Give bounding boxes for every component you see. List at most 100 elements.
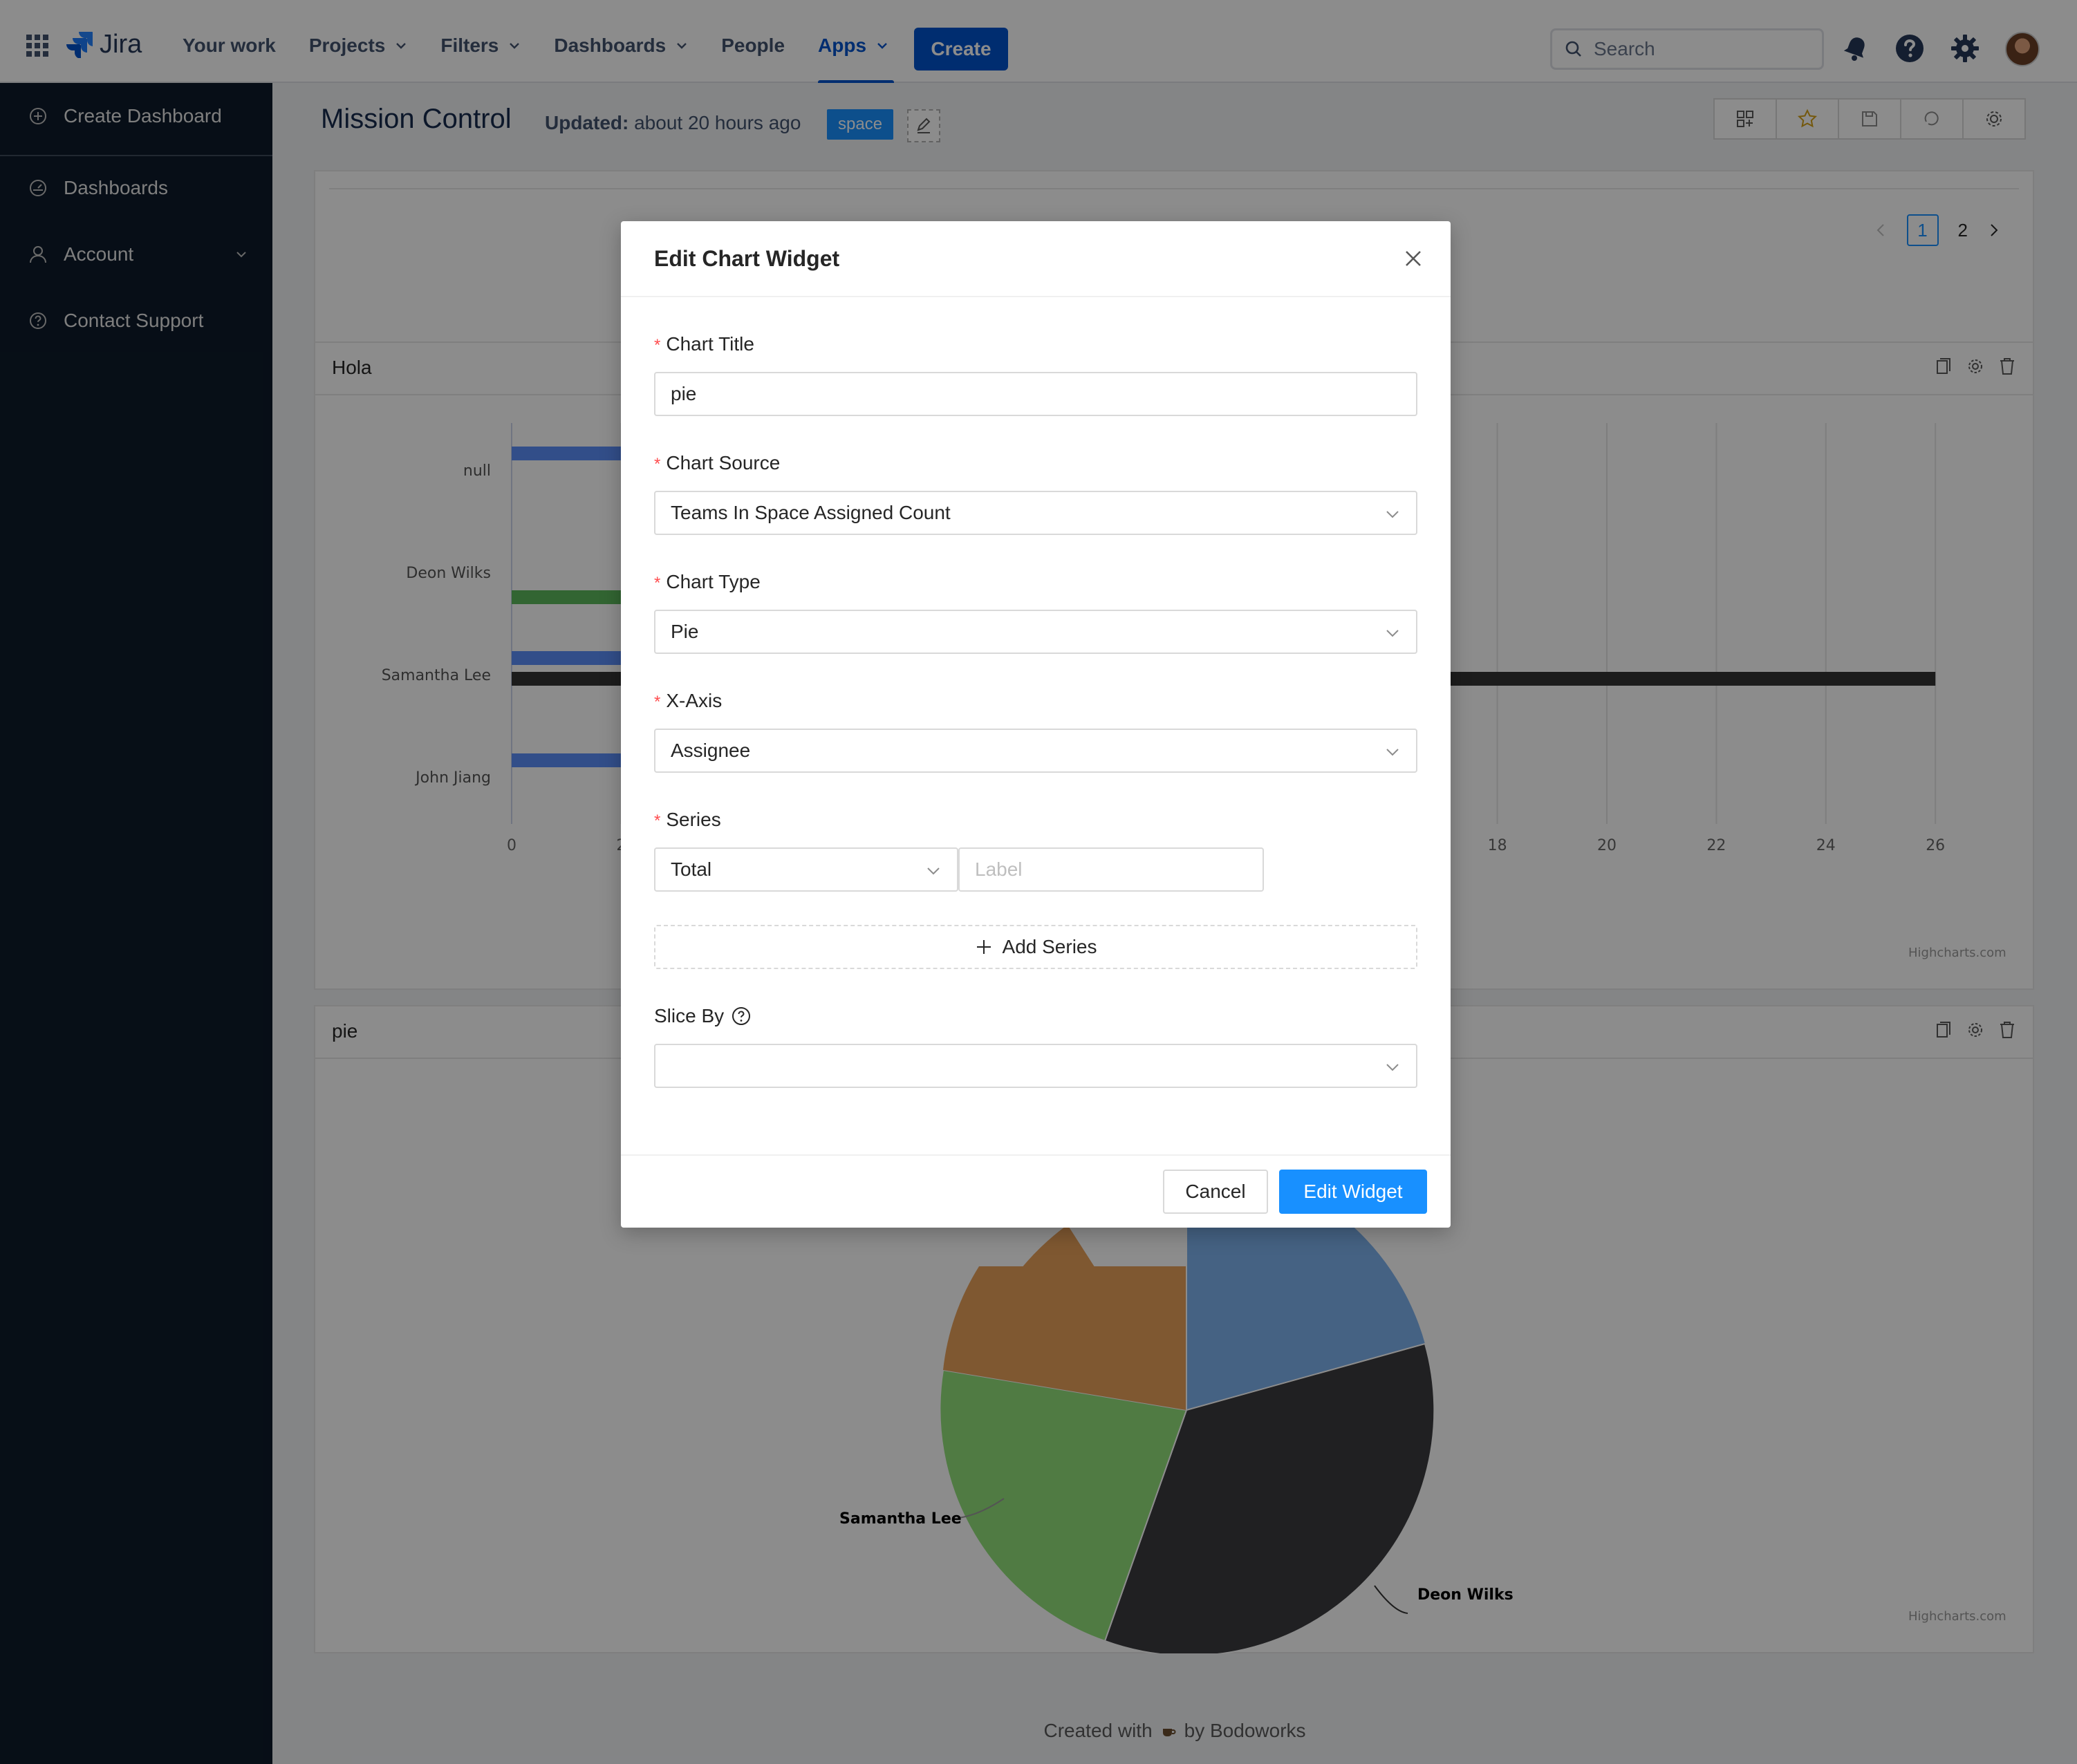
star-icon (1797, 109, 1818, 128)
question-circle-icon[interactable] (731, 1006, 752, 1026)
chart-source-label: * Chart Source (654, 452, 781, 473)
close-icon[interactable] (1401, 246, 1426, 271)
gear-icon[interactable] (1966, 1020, 1984, 1040)
sidebar-item-account[interactable]: Account (28, 243, 249, 265)
series-select[interactable]: Total (654, 847, 958, 892)
y-category-label: Deon Wilks (406, 565, 491, 582)
top-navigation: Jira Your work Projects Filters Dashboar… (0, 6, 2077, 84)
bar[interactable] (512, 651, 622, 665)
add-widget-button[interactable] (1713, 98, 1777, 140)
chart-type-label: * Chart Type (654, 571, 761, 592)
x-axis-label: * X-Axis (654, 690, 723, 711)
bar[interactable] (512, 447, 622, 460)
search-icon (1565, 41, 1581, 57)
series-label-input[interactable]: Label (958, 847, 1264, 892)
trash-icon[interactable] (1998, 1020, 2016, 1040)
x-tick-label: 20 (1597, 837, 1617, 854)
page-title: Mission Control (321, 104, 512, 134)
slice-by-label: Slice By (654, 1005, 752, 1027)
y-category-label: Samantha Lee (382, 667, 491, 684)
chevron-right-icon[interactable] (1987, 223, 2001, 238)
user-icon (30, 246, 46, 263)
chart-title-label: * Chart Title (654, 333, 754, 355)
x-axis-select[interactable]: Assignee (654, 729, 1417, 773)
nav-filters[interactable]: Filters (440, 25, 521, 66)
chevron-down-icon (1386, 511, 1399, 518)
sidebar-item-create-dashboard[interactable]: Create Dashboard (28, 105, 222, 127)
edit-tag-button[interactable] (907, 109, 940, 142)
chevron-down-icon (1386, 1064, 1399, 1071)
x-tick-label: 18 (1488, 837, 1507, 854)
edit-icon (917, 118, 931, 133)
slice-by-select[interactable] (654, 1044, 1417, 1088)
page-2-button[interactable]: 2 (1957, 219, 1968, 241)
refresh-button[interactable] (1900, 98, 1964, 140)
page-1-button[interactable]: 1 (1906, 214, 1939, 246)
y-category-label: null (463, 462, 491, 480)
create-button[interactable]: Create (914, 28, 1008, 71)
gear-icon (1986, 111, 2002, 126)
app-switcher-icon[interactable] (25, 33, 50, 58)
pie-slice-dark[interactable] (1103, 1342, 1435, 1653)
copy-icon[interactable] (1935, 357, 1953, 376)
nav-dashboards[interactable]: Dashboards (554, 25, 688, 66)
pie-label-connector (1374, 1585, 1408, 1614)
modal-mask-top (0, 0, 2077, 83)
chart-title-input[interactable]: pie (654, 372, 1417, 416)
search-box[interactable] (1550, 28, 1824, 70)
chevron-down-icon (927, 867, 940, 875)
nav-people[interactable]: People (721, 35, 785, 56)
dashboard-settings-button[interactable] (1962, 98, 2026, 140)
modal-title: Edit Chart Widget (654, 246, 840, 271)
coffee-icon (1162, 1729, 1176, 1736)
avatar[interactable] (2005, 32, 2040, 66)
bar[interactable] (512, 590, 638, 604)
sidebar-item-contact-support[interactable]: Contact Support (28, 310, 203, 332)
widget-title: Hola (332, 357, 372, 378)
trash-icon[interactable] (1998, 357, 2016, 376)
nav-projects[interactable]: Projects (309, 25, 408, 66)
widget-divider (329, 188, 2019, 189)
refresh-icon (1924, 111, 1939, 126)
chart-credits: Highcharts.com (1908, 1609, 2006, 1624)
bar[interactable] (512, 753, 622, 767)
chevron-left-icon[interactable] (1874, 223, 1888, 238)
chevron-down-icon (236, 252, 246, 258)
copy-icon[interactable] (1935, 1020, 1953, 1040)
chevron-down-icon (1386, 630, 1399, 637)
jira-logo[interactable]: Jira (66, 26, 142, 62)
dashboard-icon (30, 180, 46, 196)
pie-label-connector (958, 1498, 1005, 1519)
cancel-button[interactable]: Cancel (1163, 1170, 1268, 1214)
edit-widget-button[interactable]: Edit Widget (1279, 1170, 1427, 1214)
widget-title: pie (332, 1020, 358, 1042)
series-label: * Series (654, 809, 721, 830)
y-category-label: John Jiang (414, 769, 491, 787)
chart-type-select[interactable]: Pie (654, 610, 1417, 654)
nav-apps[interactable]: Apps (818, 25, 895, 84)
modal-footer-divider (621, 1154, 1451, 1156)
chart-source-select[interactable]: Teams In Space Assigned Count (654, 491, 1417, 535)
space-tag[interactable]: space (827, 109, 894, 140)
nav-your-work[interactable]: Your work (183, 35, 276, 56)
pie-label-samantha-lee: Samantha Lee (839, 1510, 962, 1528)
dashboard-toolbar (1713, 98, 2026, 140)
settings-icon[interactable] (1950, 33, 1980, 64)
help-icon[interactable] (1894, 33, 1925, 64)
chevron-down-icon (396, 43, 407, 49)
chevron-down-icon (877, 43, 887, 49)
notifications-icon[interactable] (1841, 33, 1871, 64)
search-input[interactable] (1592, 37, 1800, 61)
chevron-down-icon (510, 43, 520, 49)
pie-label-deon-wilks: Deon Wilks (1417, 1586, 1513, 1604)
add-series-button[interactable]: Add Series (654, 925, 1417, 969)
x-tick-label: 24 (1816, 837, 1836, 854)
sidebar-item-dashboards[interactable]: Dashboards (28, 177, 168, 199)
pie-slice-brown-low[interactable] (943, 1266, 1186, 1410)
edit-chart-widget-modal: Edit Chart Widget * Chart Title pie * Char… (621, 221, 1451, 1228)
pie-slice-green[interactable] (939, 1369, 1188, 1642)
chevron-down-icon (1386, 749, 1399, 756)
gear-icon[interactable] (1966, 357, 1984, 376)
x-tick-label: 0 (507, 837, 516, 854)
question-circle-icon (30, 312, 46, 329)
